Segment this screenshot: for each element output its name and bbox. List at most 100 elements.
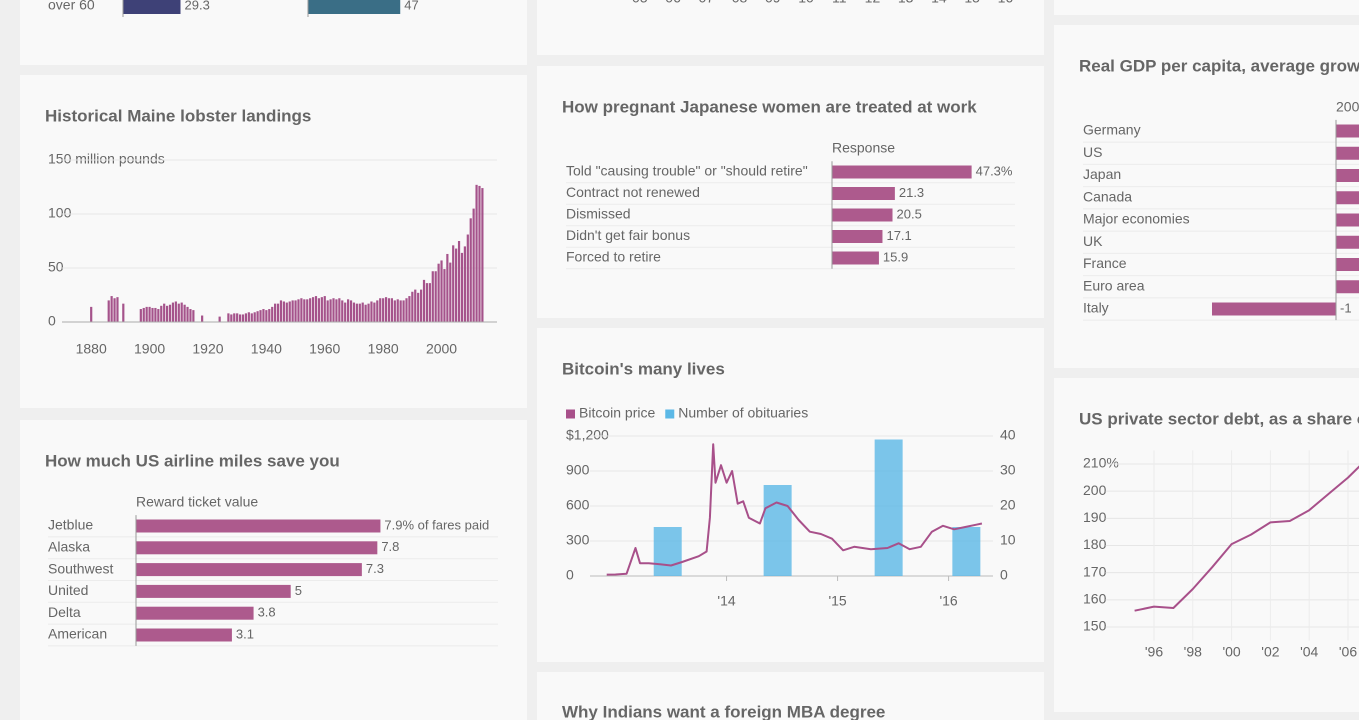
bar [244, 313, 248, 322]
bar [414, 289, 417, 322]
bar [174, 301, 177, 322]
bar [136, 606, 254, 620]
value-label: 5 [295, 583, 302, 598]
bar [297, 299, 300, 322]
x-tick-label: 09 [765, 0, 781, 6]
x-tick-label: 10 [798, 0, 814, 6]
bar [344, 302, 347, 322]
category-label: UK [1083, 233, 1103, 249]
bar [874, 439, 903, 576]
y-tick-label: 100 [48, 205, 72, 221]
bar [832, 230, 883, 243]
bar [107, 300, 110, 322]
category-label: Told "causing trouble" or "should retire… [566, 163, 808, 179]
value-label: 7.9% of fares paid [384, 517, 489, 532]
bar [308, 0, 401, 14]
bar [419, 289, 423, 322]
bar [259, 310, 262, 322]
value-label: 47 [404, 0, 418, 12]
card [537, 672, 1044, 720]
bar [1336, 191, 1359, 205]
chart-title: Real GDP per capita, average grow [1079, 56, 1359, 75]
bar [457, 241, 461, 322]
category-label: Canada [1083, 188, 1132, 204]
bar [177, 303, 180, 322]
x-tick-label: 1880 [76, 341, 107, 357]
bar [218, 316, 221, 322]
bar [1336, 213, 1359, 227]
bar [154, 307, 157, 322]
bar [238, 314, 242, 322]
x-tick-label: 07 [699, 0, 715, 6]
bar [288, 301, 291, 322]
x-tick-label: 16 [998, 0, 1014, 6]
bar [236, 313, 239, 322]
category-label: Japan [1083, 166, 1121, 182]
chart-title: How much US airline miles save you [45, 451, 340, 470]
card [537, 0, 1044, 55]
bar [136, 541, 378, 555]
category-label: American [48, 626, 107, 642]
bar [446, 253, 449, 322]
bar [367, 303, 370, 322]
value-label: -1 [1340, 300, 1352, 315]
chart-title: Why Indians want a foreign MBA degree [562, 702, 885, 720]
chart-title: How pregnant Japanese women are treated … [562, 97, 977, 116]
category-label: Dismissed [566, 206, 631, 222]
bar [160, 305, 163, 322]
bar [250, 313, 253, 322]
y-tick-label: 150 [1083, 618, 1107, 634]
bar [306, 299, 309, 322]
bar [1336, 235, 1359, 249]
y-tick-label: 0 [1000, 567, 1008, 583]
bar [145, 306, 148, 322]
value-label: 7.3 [366, 561, 384, 576]
category-label: Major economies [1083, 211, 1190, 227]
category-label: US [1083, 144, 1102, 160]
bar [376, 300, 379, 322]
bar [1336, 124, 1359, 138]
bar [90, 306, 93, 322]
bar [1336, 146, 1359, 160]
x-tick-label: '02 [1261, 644, 1279, 660]
bar [274, 303, 277, 322]
bar [241, 314, 245, 322]
value-label: 3.1 [236, 626, 254, 641]
bar [364, 304, 367, 322]
chart-title: Historical Maine lobster landings [45, 106, 311, 125]
bar [192, 310, 195, 322]
bar [463, 246, 466, 322]
y-tick-label: 210% [1083, 455, 1119, 471]
bar [329, 299, 332, 322]
value-label: 15.9 [883, 249, 908, 264]
category-label: Jetblue [48, 517, 93, 533]
bar [393, 300, 396, 322]
category-label: France [1083, 255, 1127, 271]
x-tick-label: 08 [732, 0, 748, 6]
bar [136, 584, 291, 598]
bar [338, 298, 341, 322]
y-tick-label: 900 [566, 462, 590, 478]
bar [168, 304, 172, 322]
bar [183, 304, 186, 322]
bar [373, 302, 376, 322]
bar [475, 184, 478, 322]
bar [763, 485, 792, 576]
bar [320, 297, 323, 322]
bar [469, 218, 472, 322]
y-tick-label: 200 [1083, 482, 1107, 498]
x-tick-label: 1980 [368, 341, 399, 357]
bar [303, 299, 306, 322]
bar [317, 298, 321, 322]
x-tick-label: '96 [1145, 644, 1163, 660]
bar [382, 298, 385, 322]
bar [142, 307, 145, 322]
bar [309, 298, 312, 322]
y-tick-label: 50 [48, 259, 64, 275]
x-tick-label: '04 [1300, 644, 1318, 660]
bar [361, 302, 364, 322]
x-tick-label: '00 [1222, 644, 1240, 660]
bar [122, 303, 125, 322]
bar [399, 300, 402, 322]
